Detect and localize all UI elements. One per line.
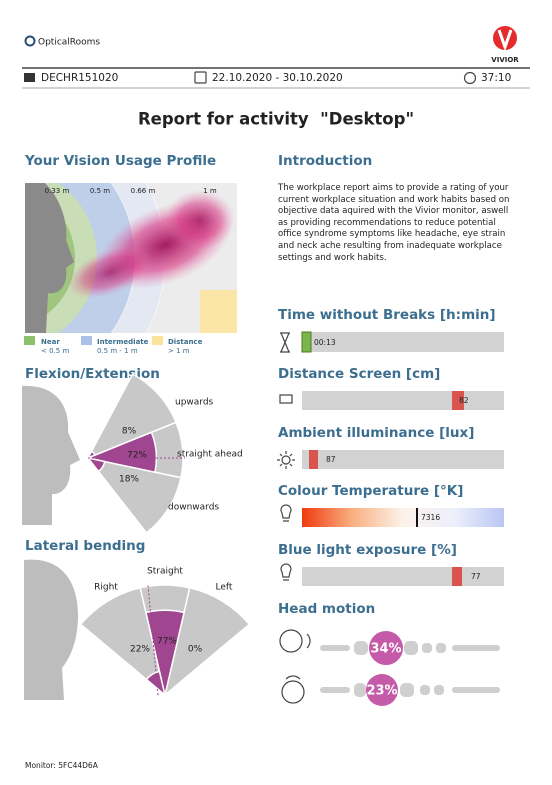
distance-label: 1 m bbox=[203, 187, 217, 195]
face-silhouette bbox=[22, 385, 80, 525]
head-silhouette bbox=[24, 559, 78, 700]
sector bbox=[163, 586, 251, 698]
distance-label: 0.5 m bbox=[90, 187, 110, 195]
sector-fill bbox=[145, 609, 185, 696]
section-title: Lateral bending bbox=[25, 538, 145, 554]
distance-label: 0.66 m bbox=[131, 187, 156, 195]
gauge-marker bbox=[301, 331, 312, 353]
gauge-value: 87 bbox=[326, 455, 336, 464]
gauge-value: 77 bbox=[471, 572, 481, 581]
section-title: Flexion/Extension bbox=[25, 366, 160, 382]
legend-name: Near bbox=[41, 338, 60, 346]
clock-icon bbox=[463, 71, 477, 85]
lateral-fan bbox=[79, 584, 251, 698]
sector bbox=[79, 586, 167, 698]
legend-range: > 1 m bbox=[168, 347, 190, 355]
legend-swatch bbox=[152, 336, 163, 345]
report-title: Report for activity "Desktop" bbox=[138, 110, 414, 129]
section-title: Introduction bbox=[278, 153, 372, 169]
gauge-value: 00:13 bbox=[314, 338, 336, 347]
gauge-bar bbox=[302, 332, 504, 352]
date-range: 22.10.2020 - 30.10.2020 bbox=[212, 72, 343, 84]
brand-icon bbox=[24, 35, 36, 47]
sector-value: 77% bbox=[157, 637, 177, 647]
sector-value: 72% bbox=[127, 451, 147, 461]
motion-value: 23% bbox=[366, 684, 397, 699]
bulb-icon bbox=[280, 563, 292, 581]
duration: 37:10 bbox=[481, 72, 511, 84]
sector-fill bbox=[86, 456, 106, 473]
section-title: Time without Breaks [h:min] bbox=[278, 307, 496, 323]
section-title: Distance Screen [cm] bbox=[278, 366, 440, 382]
sector bbox=[86, 456, 182, 534]
section-title: Your Vision Usage Profile bbox=[24, 153, 216, 169]
gauge-value: 7316 bbox=[421, 513, 440, 522]
flexion-fan bbox=[85, 373, 184, 534]
section-title: Blue light exposure [%] bbox=[278, 542, 457, 558]
sector bbox=[86, 373, 178, 460]
section-title: Ambient illuminance [lux] bbox=[278, 425, 474, 441]
legend-range: < 0.5 m bbox=[41, 347, 69, 355]
calendar-icon bbox=[194, 71, 207, 84]
sector-label: Right bbox=[94, 583, 118, 593]
brand: OpticalRooms bbox=[38, 38, 100, 48]
section-title: Colour Temperature [°K] bbox=[278, 483, 463, 499]
sector-label: downwards bbox=[168, 503, 219, 513]
laptop-icon bbox=[279, 394, 293, 404]
sector-fill bbox=[85, 431, 158, 474]
vivior-logo-mark bbox=[497, 29, 513, 52]
sector-value: 18% bbox=[119, 475, 139, 485]
gauge-bar bbox=[302, 508, 504, 527]
sector-label: upwards bbox=[175, 398, 214, 408]
sector-value: 8% bbox=[122, 427, 137, 437]
footer: Monitor: 5FC44D6A bbox=[25, 761, 99, 770]
bulb-icon bbox=[280, 504, 292, 522]
device-id: DECHR151020 bbox=[41, 72, 118, 84]
vivior-text: VIVIOR bbox=[491, 56, 519, 64]
hourglass-icon bbox=[280, 332, 290, 353]
section-title: Head motion bbox=[278, 601, 375, 617]
gauge-marker bbox=[452, 391, 464, 410]
sector-label: Left bbox=[216, 583, 233, 593]
sun-icon bbox=[281, 455, 291, 465]
gauge-bar bbox=[302, 391, 504, 410]
legend-name: Intermediate bbox=[97, 338, 149, 346]
tilt-line bbox=[147, 584, 159, 696]
sector-label: Straight bbox=[147, 567, 183, 577]
distance-label: 0.33 m bbox=[45, 187, 70, 195]
gauge-value: 82 bbox=[459, 396, 469, 405]
sector-value: 22% bbox=[130, 645, 150, 655]
motion-value: 34% bbox=[370, 642, 401, 657]
vision-map bbox=[25, 183, 237, 333]
sun-rays bbox=[277, 451, 295, 469]
gauge-marker bbox=[416, 508, 418, 527]
gauge-marker bbox=[309, 450, 318, 469]
id-icon bbox=[24, 73, 35, 82]
sector-label: straight ahead bbox=[177, 450, 243, 460]
legend-swatch bbox=[24, 336, 35, 345]
sector-value: 0% bbox=[188, 645, 203, 655]
legend-name: Distance bbox=[168, 338, 203, 346]
head-tilt-row bbox=[281, 674, 500, 706]
intro-text: The workplace report aims to provide a r… bbox=[278, 183, 510, 263]
gauge-marker bbox=[452, 567, 462, 586]
legend-range: 0.5 m - 1 m bbox=[97, 347, 138, 355]
head-turn-row bbox=[279, 629, 500, 665]
gauge-bar bbox=[302, 450, 504, 469]
legend-swatch bbox=[81, 336, 92, 345]
